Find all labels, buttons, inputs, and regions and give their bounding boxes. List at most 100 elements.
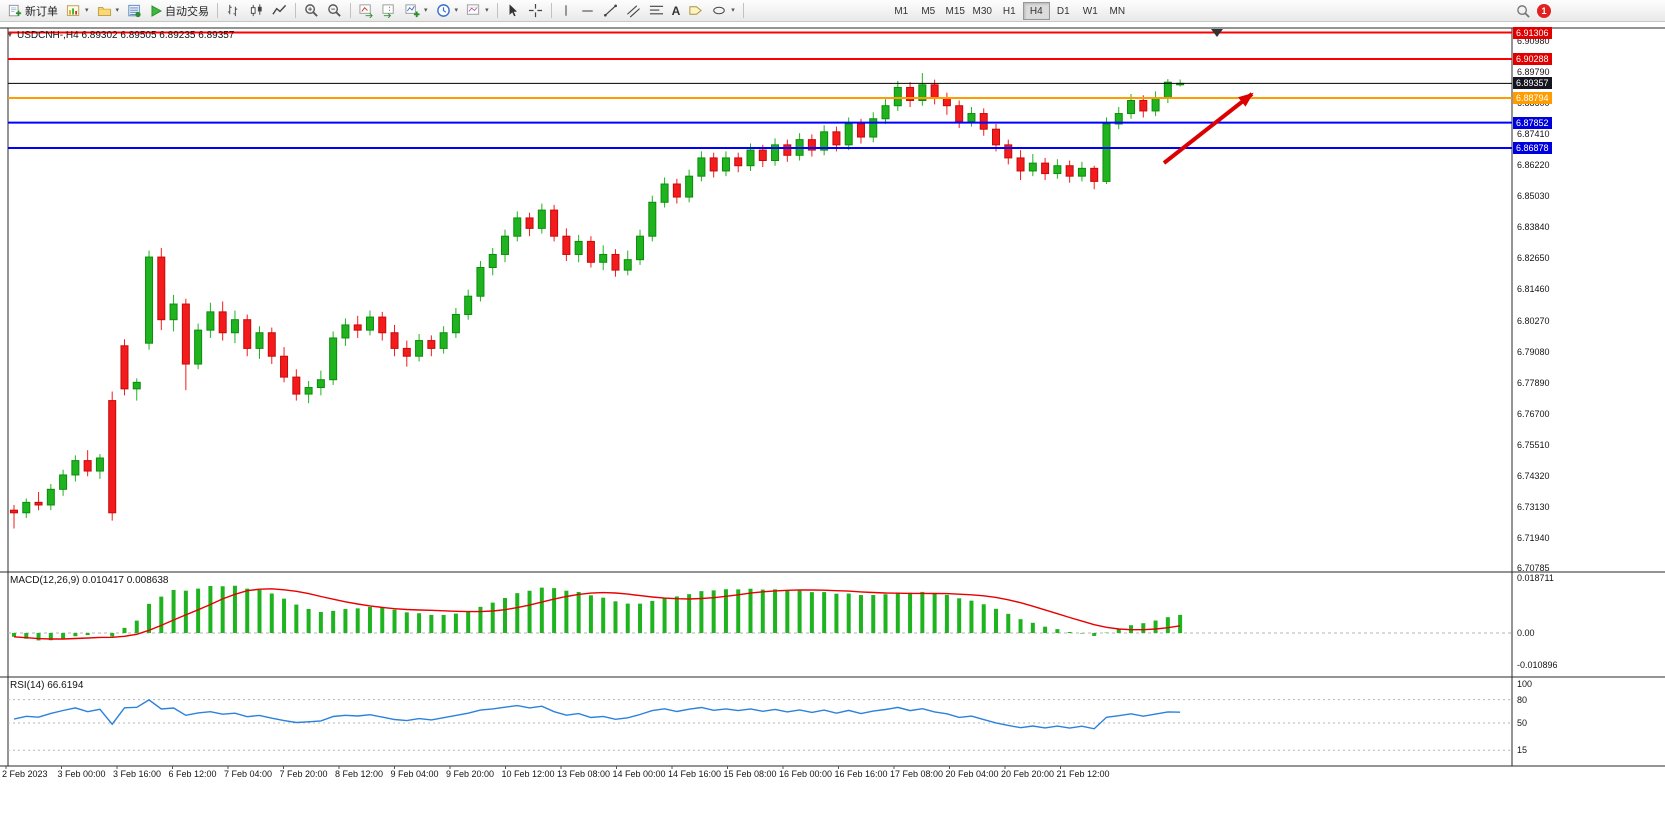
timeframe-button-M5[interactable]: M5	[921, 5, 936, 17]
timeframe-button-M15[interactable]: M15	[945, 5, 965, 17]
toolbar-separator	[550, 3, 552, 18]
timeframe-button-M30[interactable]: M30	[972, 5, 992, 17]
macd-pane[interactable]	[8, 572, 1512, 677]
price-tick: 6.83840	[1517, 222, 1550, 233]
symbol-ohlc-label: USDCNH-,H4 6.89302 6.89505 6.89235 6.893…	[17, 30, 235, 41]
price-tick: 6.87410	[1517, 129, 1550, 140]
line-chart-button[interactable]	[268, 1, 291, 20]
price-level-badge: 6.86878	[1513, 142, 1552, 154]
vertical-line-button[interactable]	[556, 1, 576, 20]
price-tick: 6.89790	[1517, 67, 1550, 78]
rsi-pane[interactable]	[8, 677, 1512, 766]
main-chart-pane[interactable]	[8, 28, 1512, 572]
timeframe-button-W1[interactable]: W1	[1082, 5, 1098, 17]
rsi-tick: 80	[1517, 694, 1528, 705]
time-axis-label: 9 Feb 20:00	[446, 769, 495, 779]
price-tick: 6.73130	[1517, 501, 1550, 512]
price-tick: 6.74320	[1517, 470, 1550, 481]
price-tick: 6.82650	[1517, 253, 1550, 264]
notification-badge[interactable]: 1	[1537, 4, 1551, 18]
rsi-tick: 15	[1517, 745, 1528, 756]
toolbar-separator	[742, 3, 744, 18]
market-watch-button[interactable]	[123, 1, 146, 20]
collapse-arrow-icon[interactable]: ▼	[6, 30, 14, 39]
time-axis-label: 16 Feb 16:00	[834, 769, 888, 779]
cursor-arrow-icon	[506, 3, 520, 18]
new-chart-button[interactable]: ▾	[62, 1, 93, 20]
crosshair-button[interactable]	[524, 1, 547, 20]
macd-tick: 0.00	[1517, 628, 1535, 638]
time-axis-label: 13 Feb 08:00	[557, 769, 611, 779]
new-order-label: 新订单	[25, 5, 58, 18]
time-axis-label: 10 Feb 12:00	[501, 769, 555, 779]
horizontal-line-button[interactable]	[576, 1, 599, 20]
chart-shift-marker	[1211, 29, 1223, 37]
time-axis-label: 14 Feb 16:00	[668, 769, 722, 779]
time-axis-label: 7 Feb 20:00	[279, 769, 328, 779]
bar-chart-button[interactable]	[222, 1, 245, 20]
chevron-down-icon: ▾	[485, 7, 489, 14]
auto-scroll-icon	[359, 3, 374, 18]
time-axis-label: 3 Feb 16:00	[113, 769, 162, 779]
macd-signal-line	[13, 588, 1181, 640]
price-tick: 6.85030	[1517, 191, 1550, 202]
auto-trading-button[interactable]: 自动交易	[146, 1, 213, 20]
toolbar: 新订单 ▾ ▾ 自动交易	[0, 0, 1665, 22]
play-icon	[150, 4, 163, 17]
indicators-button[interactable]: ▾	[401, 1, 432, 20]
time-axis-label: 20 Feb 20:00	[1001, 769, 1055, 779]
rsi-line	[13, 699, 1181, 730]
price-level-badge: 6.91306	[1513, 26, 1552, 39]
periods-button[interactable]: ▾	[432, 1, 463, 20]
chevron-down-icon: ▾	[424, 7, 428, 14]
templates-button[interactable]: ▾	[462, 1, 493, 20]
ellipse-shape-icon	[711, 4, 727, 17]
zoom-out-button[interactable]	[323, 1, 346, 20]
equidistant-channel-icon	[626, 3, 641, 18]
price-tick: 6.71940	[1517, 532, 1550, 543]
price-tick: 6.77890	[1517, 377, 1550, 388]
timeframe-group: M1 M5 M15 M30 H1 H4 D1 W1 MN	[888, 1, 1131, 20]
price-tick: 6.76700	[1517, 408, 1550, 419]
text-tool-button[interactable]: A	[668, 1, 685, 20]
price-tick: 6.80270	[1517, 315, 1550, 326]
price-tick: 6.75510	[1517, 439, 1550, 450]
search-button[interactable]	[1516, 4, 1531, 19]
price-tick: 6.79080	[1517, 346, 1550, 357]
trendline-button[interactable]	[599, 1, 622, 20]
cursor-button[interactable]	[502, 1, 524, 20]
shapes-button[interactable]: ▾	[707, 1, 739, 20]
label-tool-button[interactable]	[684, 1, 707, 20]
new-order-icon	[8, 4, 22, 18]
time-axis-label: 14 Feb 00:00	[612, 769, 666, 779]
time-axis-label: 7 Feb 04:00	[224, 769, 273, 779]
new-order-button[interactable]: 新订单	[4, 1, 62, 20]
candlestick-chart-button[interactable]	[245, 1, 268, 20]
chart-shift-button[interactable]	[378, 1, 401, 20]
zoom-in-button[interactable]	[300, 1, 323, 20]
channel-button[interactable]	[622, 1, 645, 20]
chevron-down-icon: ▾	[731, 7, 735, 14]
timeframe-button-M1[interactable]: M1	[894, 5, 909, 17]
macd-tick: -0.010896	[1517, 660, 1558, 670]
timeframe-button-MN[interactable]: MN	[1109, 5, 1126, 17]
time-axis-label: 2 Feb 2023	[2, 769, 48, 779]
text-tool-icon: A	[671, 3, 681, 18]
new-chart-icon	[66, 4, 81, 18]
market-watch-icon	[127, 4, 142, 18]
auto-scroll-button[interactable]	[355, 1, 378, 20]
price-level-badge: 6.89357	[1513, 77, 1552, 90]
macd-histogram	[12, 585, 1183, 641]
timeframe-button-D1[interactable]: D1	[1056, 5, 1070, 17]
fibonacci-button[interactable]	[645, 1, 668, 20]
timeframe-button-H4[interactable]: H4	[1022, 1, 1050, 20]
profiles-button[interactable]: ▾	[93, 1, 124, 20]
template-icon	[466, 3, 481, 18]
timeframe-button-H1[interactable]: H1	[1002, 5, 1016, 17]
chart-shift-icon	[382, 3, 397, 18]
price-tick: 6.70785	[1517, 563, 1550, 573]
toolbar-separator	[295, 3, 297, 18]
rsi-tick: 50	[1517, 718, 1528, 728]
